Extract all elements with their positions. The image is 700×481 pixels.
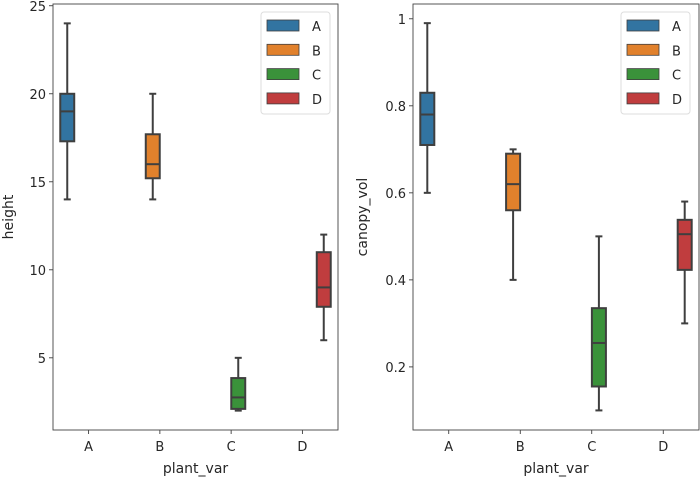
box-A bbox=[419, 22, 436, 194]
y-tick-label: 10 bbox=[29, 264, 46, 279]
legend-frame bbox=[260, 11, 331, 115]
legend-label: A bbox=[672, 20, 681, 35]
y-tick-label: 15 bbox=[29, 176, 46, 191]
y-tick-label: 0.8 bbox=[385, 100, 406, 115]
x-tick-label: B bbox=[155, 440, 164, 455]
box-body bbox=[676, 218, 693, 271]
box-body bbox=[505, 152, 522, 212]
x-axis-label: plant_var bbox=[523, 461, 589, 477]
box-D bbox=[315, 233, 332, 342]
box-A bbox=[59, 22, 76, 201]
legend-swatch-D bbox=[266, 92, 300, 105]
x-tick-label: C bbox=[227, 440, 236, 455]
axes-frame bbox=[412, 3, 700, 431]
legend-label: B bbox=[672, 44, 681, 59]
y-tick-label: 0.2 bbox=[385, 361, 406, 376]
box-body bbox=[419, 91, 436, 146]
legend-swatch-A bbox=[626, 19, 660, 32]
box-C bbox=[230, 356, 247, 412]
legend-swatch-C bbox=[626, 68, 660, 80]
y-axis-label: height bbox=[1, 194, 17, 239]
box-C bbox=[590, 235, 607, 412]
axes-frame bbox=[52, 3, 339, 431]
box-D bbox=[676, 200, 693, 325]
x-tick-label: C bbox=[587, 440, 596, 455]
y-tick-label: 1 bbox=[398, 13, 406, 28]
box-body bbox=[144, 133, 161, 180]
legend-label: A bbox=[312, 20, 321, 35]
y-axis-label: canopy_vol bbox=[355, 178, 371, 257]
box-B bbox=[505, 148, 522, 281]
legend-frame bbox=[620, 11, 691, 115]
box-body bbox=[590, 307, 607, 388]
x-axis-label: plant_var bbox=[163, 461, 229, 477]
legend-label: B bbox=[312, 44, 321, 59]
legend-label: D bbox=[312, 93, 322, 108]
y-tick-label: 0.4 bbox=[385, 274, 406, 289]
y-tick-label: 5 bbox=[38, 352, 46, 367]
legend-swatch-B bbox=[626, 43, 660, 56]
y-tick-label: 25 bbox=[29, 0, 46, 15]
x-tick-label: A bbox=[444, 440, 453, 455]
x-tick-label: A bbox=[84, 440, 93, 455]
y-tick-label: 0.6 bbox=[385, 187, 406, 202]
box-body bbox=[59, 92, 76, 143]
x-tick-label: D bbox=[297, 440, 307, 455]
box-body bbox=[315, 251, 332, 308]
legend-label: C bbox=[312, 69, 321, 84]
legend-label: C bbox=[672, 69, 681, 84]
box-B bbox=[144, 92, 161, 201]
legend-swatch-D bbox=[626, 92, 660, 105]
legend-label: D bbox=[672, 93, 682, 108]
x-tick-label: B bbox=[516, 440, 525, 455]
legend-swatch-B bbox=[266, 43, 300, 56]
x-tick-label: D bbox=[658, 440, 668, 455]
y-tick-label: 20 bbox=[29, 88, 46, 103]
legend-swatch-A bbox=[266, 19, 300, 32]
box-body bbox=[230, 377, 247, 410]
legend-swatch-C bbox=[266, 68, 300, 80]
